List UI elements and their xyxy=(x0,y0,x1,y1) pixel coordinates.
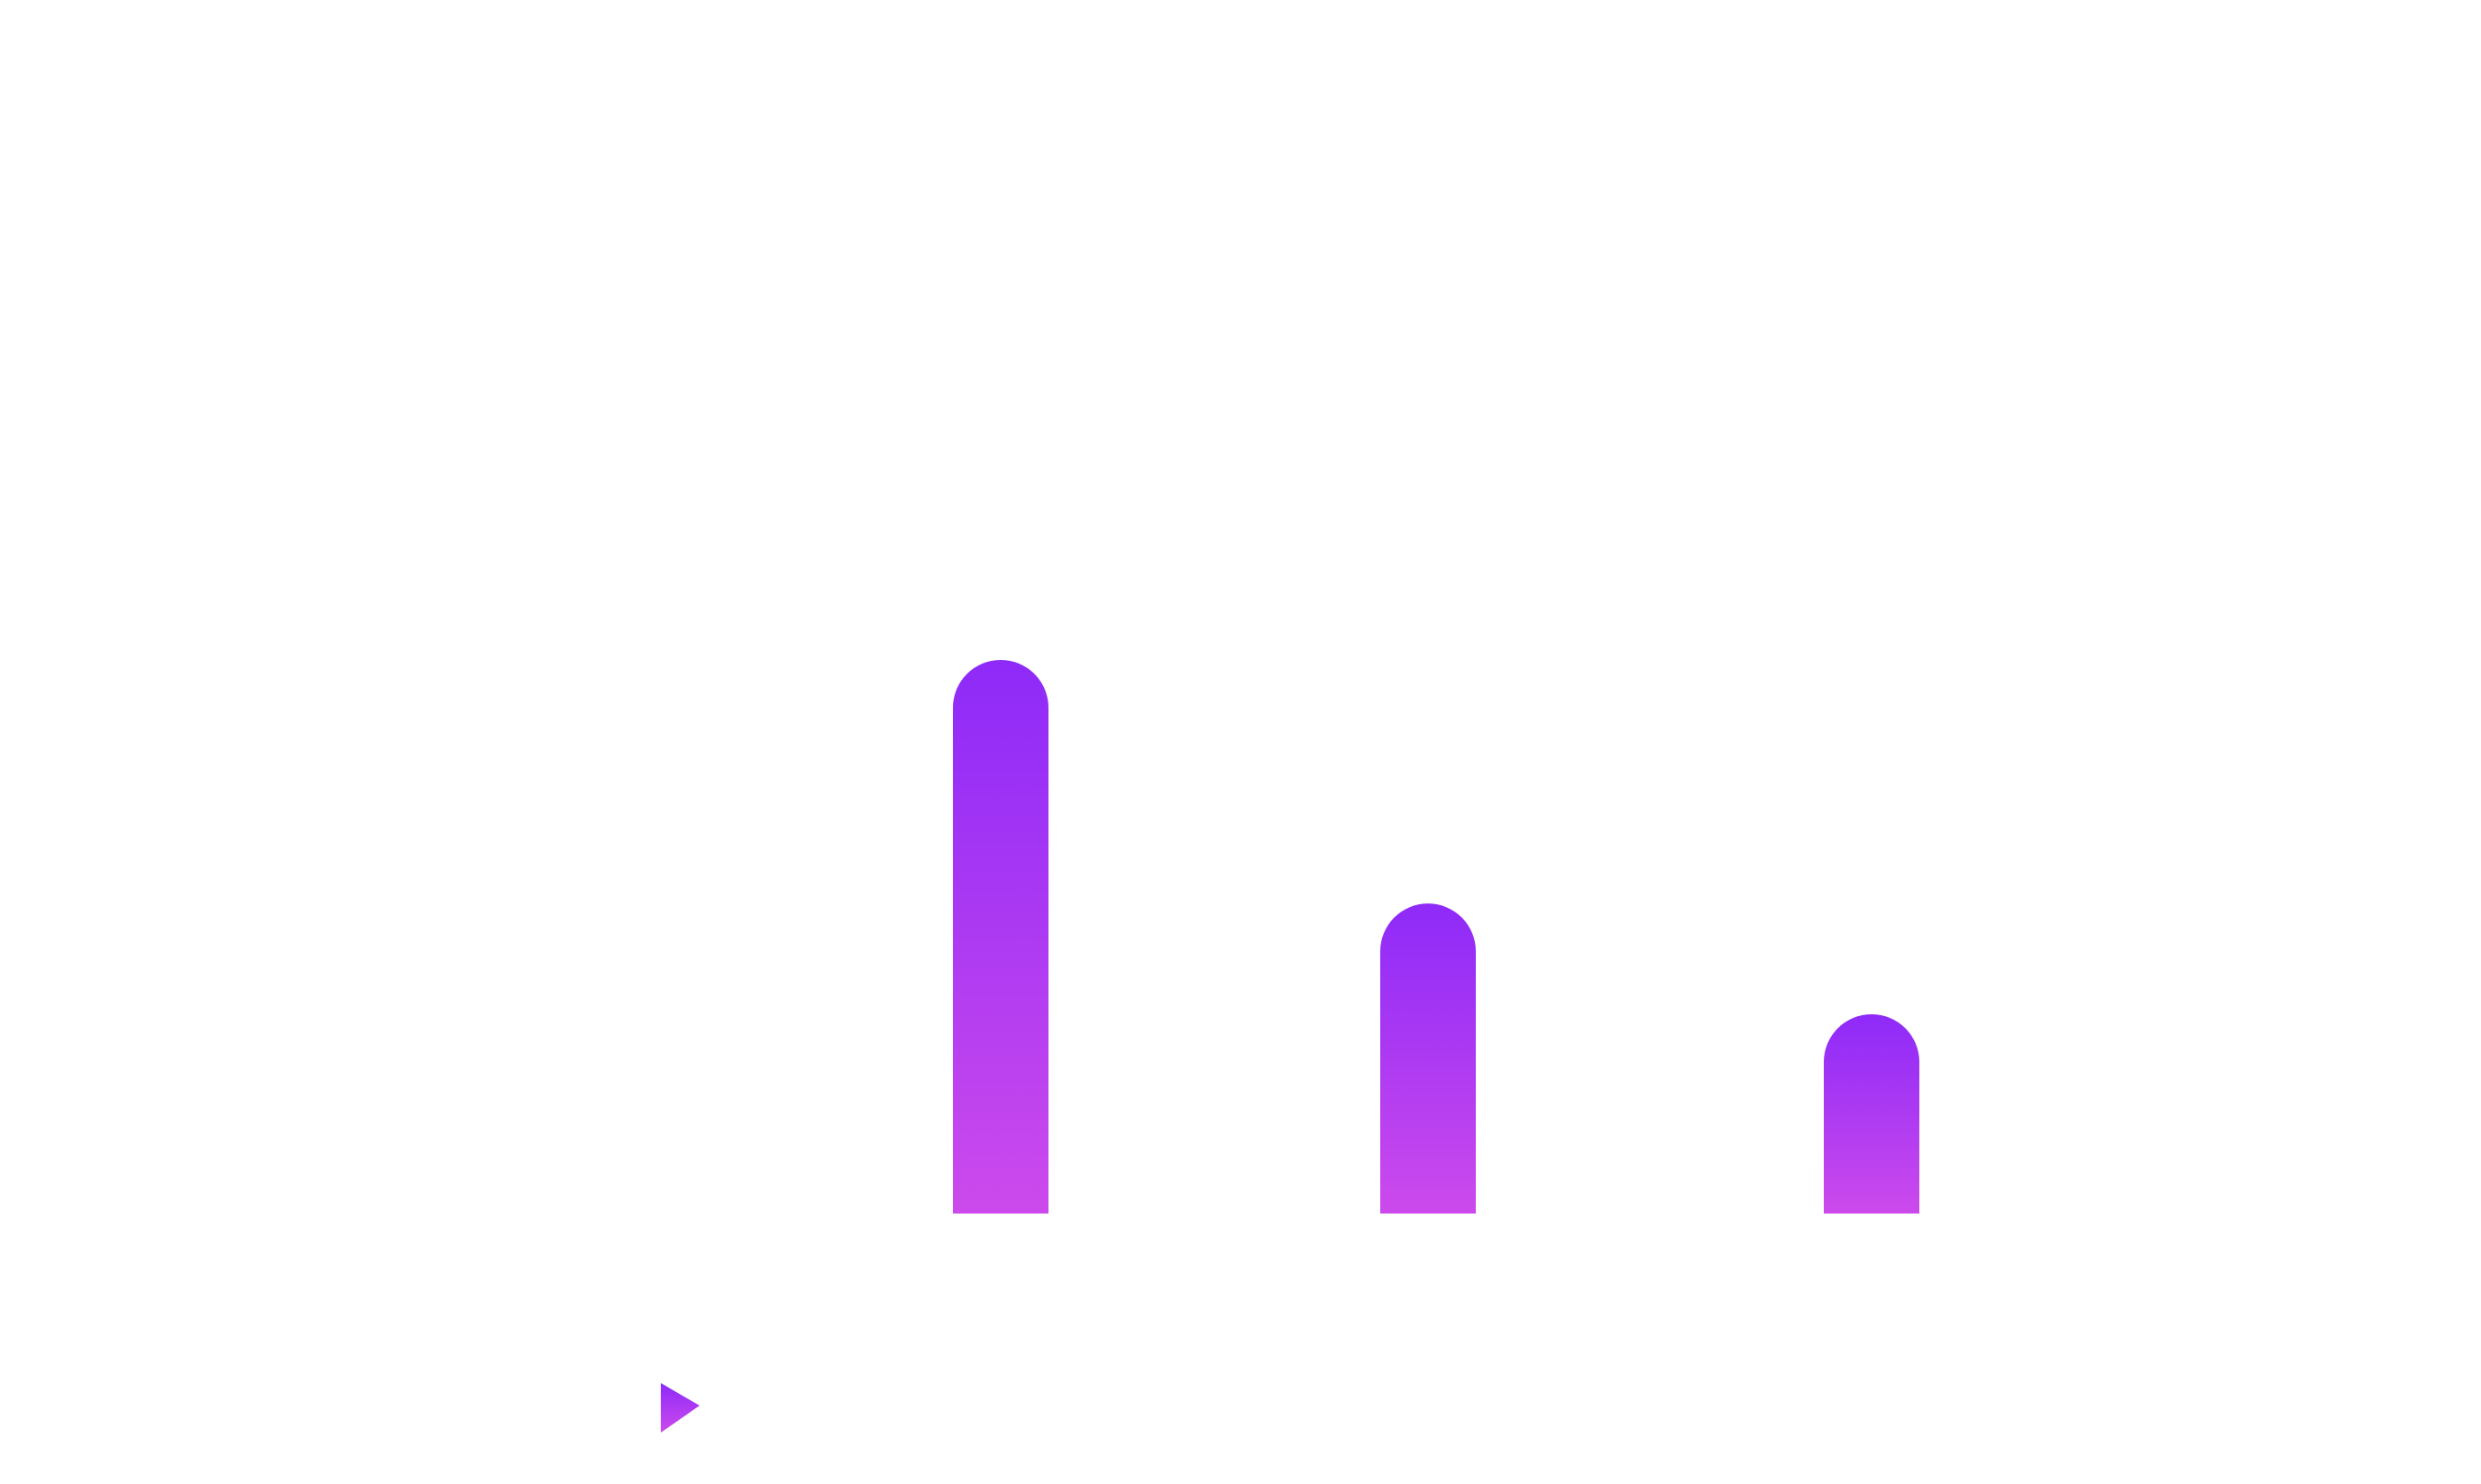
bars-group xyxy=(953,660,1919,1214)
legend xyxy=(661,1383,700,1433)
bar-1 xyxy=(953,660,1048,1214)
play-triangle-icon xyxy=(661,1383,700,1433)
bar-3 xyxy=(1824,1013,1919,1214)
bar-2 xyxy=(1380,903,1476,1214)
